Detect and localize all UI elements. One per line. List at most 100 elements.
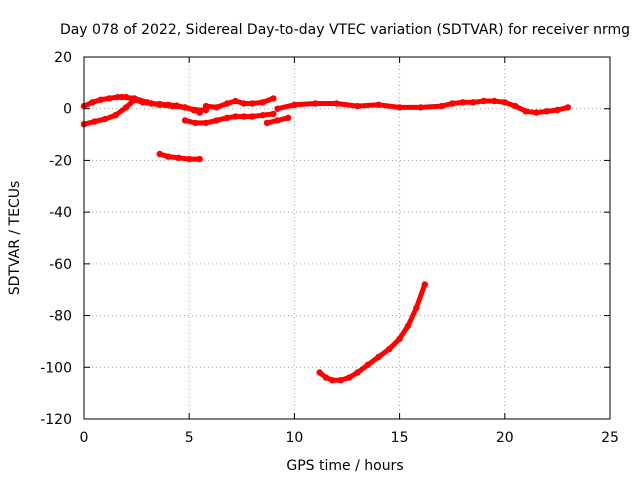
data-point (316, 369, 323, 376)
plot-frame (83, 56, 611, 420)
y-tick-label: -120 (40, 412, 72, 428)
data-point (143, 99, 151, 106)
data-point (564, 104, 572, 111)
data-point (122, 104, 130, 111)
data-point (181, 117, 189, 124)
data-point (284, 114, 292, 122)
data-point (333, 100, 340, 107)
data-point (291, 101, 298, 109)
data-point (312, 100, 319, 107)
y-tick-label: -20 (49, 153, 72, 169)
data-point (270, 95, 277, 102)
series-arc-5 (202, 95, 277, 111)
series-arc-8 (274, 97, 572, 116)
data-point (223, 100, 231, 107)
x-tick-label: 25 (601, 430, 619, 446)
series-line (317, 282, 428, 383)
y-tick-label: -40 (49, 205, 72, 221)
data-point (501, 99, 508, 106)
data-point (259, 99, 266, 106)
data-point (156, 150, 163, 158)
y-tick-label: 20 (54, 50, 72, 66)
data-point (202, 119, 210, 127)
data-point (274, 117, 281, 124)
data-point (470, 99, 477, 106)
data-point (533, 109, 540, 116)
data-point (417, 104, 424, 111)
data-point (354, 369, 361, 376)
data-point (97, 96, 105, 103)
grid-lines (84, 57, 610, 419)
data-point (169, 102, 176, 110)
data-point (512, 102, 519, 110)
series-arc-6 (263, 114, 292, 127)
data-point (375, 101, 382, 109)
data-point (175, 154, 182, 161)
y-tick-label: -80 (49, 309, 72, 325)
data-series (80, 93, 572, 384)
data-point (438, 102, 445, 110)
y-tick-label: -60 (49, 257, 72, 273)
data-point (213, 104, 220, 111)
y-tick-label: -100 (40, 360, 72, 376)
x-tick-label: 15 (391, 430, 409, 446)
y-axis-label: SDTVAR / TECUs (7, 181, 23, 296)
data-point (396, 335, 403, 342)
chart-title: Day 078 of 2022, Sidereal Day-to-day VTE… (60, 22, 630, 38)
series-arc-3 (118, 93, 210, 114)
data-point (192, 106, 199, 114)
x-tick-label: 0 (80, 430, 89, 446)
data-point (91, 118, 98, 125)
data-point (263, 119, 271, 127)
data-point (186, 155, 193, 163)
data-point (322, 374, 330, 381)
data-point (165, 153, 172, 160)
series-arc-4 (181, 110, 277, 127)
data-point (106, 95, 113, 102)
data-point (223, 114, 231, 122)
x-axis-label: GPS time / hours (286, 458, 403, 474)
y-tick-label: 0 (63, 102, 72, 118)
data-point (192, 119, 199, 127)
data-point (491, 97, 498, 105)
data-point (404, 322, 412, 330)
data-point (213, 117, 220, 124)
data-point (112, 112, 119, 119)
data-point (385, 346, 393, 353)
data-point (522, 108, 529, 115)
data-point (101, 115, 109, 123)
series-line (182, 111, 276, 126)
data-point (364, 361, 372, 368)
data-point (259, 112, 266, 119)
data-point (240, 100, 248, 107)
data-point (181, 104, 189, 111)
data-point (196, 155, 203, 163)
data-point (543, 108, 551, 115)
x-tick-label: 10 (285, 430, 303, 446)
data-point (156, 101, 163, 109)
axis-ticks: -120 -100 -80 -60 -40 -20 0 20 0 5 10 15 20 25 (40, 50, 619, 446)
x-tick-label: 20 (496, 430, 514, 446)
data-point (413, 304, 420, 311)
series-arc-9 (316, 281, 428, 384)
data-point (554, 106, 561, 114)
data-point (232, 113, 239, 120)
data-point (202, 102, 210, 110)
data-point (459, 99, 466, 106)
data-point (89, 99, 96, 106)
data-point (337, 377, 344, 384)
data-point (396, 104, 403, 111)
data-point (354, 102, 361, 110)
data-point (270, 110, 277, 118)
data-point (345, 374, 353, 381)
data-point (375, 353, 382, 361)
data-point (131, 95, 138, 102)
x-tick-label: 5 (185, 430, 194, 446)
data-point (329, 377, 336, 384)
data-point (421, 281, 428, 288)
data-point (232, 97, 239, 105)
data-point (274, 105, 281, 112)
data-point (249, 113, 256, 120)
data-point (249, 100, 256, 107)
